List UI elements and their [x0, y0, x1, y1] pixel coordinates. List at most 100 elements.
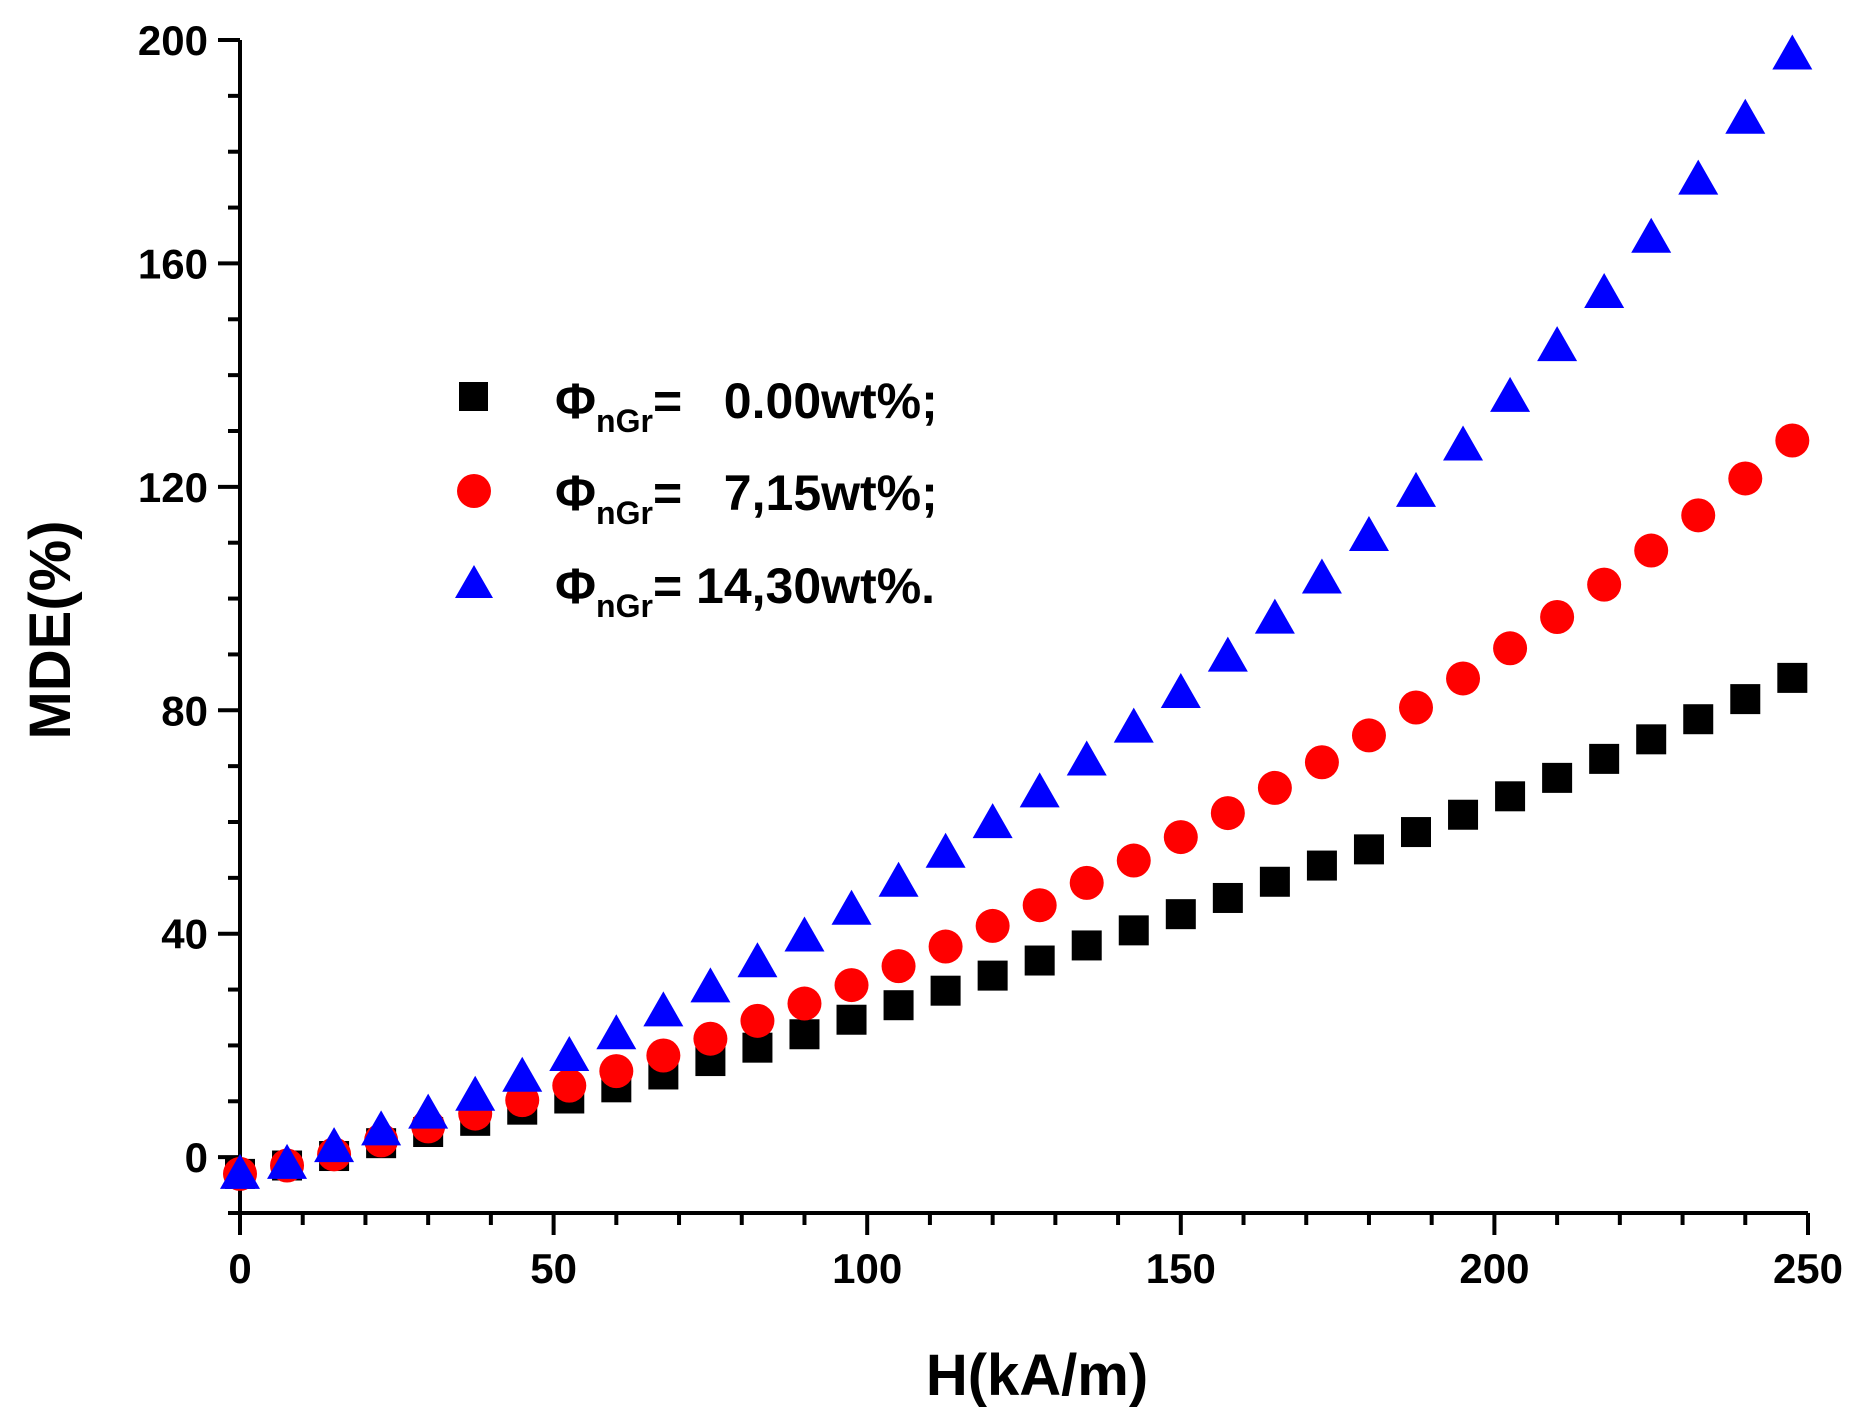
series-0	[225, 662, 1808, 1189]
data-point-square	[1401, 817, 1431, 848]
x-tick-label: 100	[832, 1245, 902, 1292]
data-point-triangle	[596, 1014, 637, 1050]
data-point-square	[883, 990, 914, 1021]
x-axis-ticks: 0 50 100 150 200 250	[228, 1213, 1843, 1292]
data-point-triangle	[1207, 636, 1248, 672]
data-point-square	[1306, 850, 1337, 881]
data-point-circle	[740, 1003, 775, 1038]
data-point-circle	[881, 949, 916, 984]
y-tick-label: 200	[138, 17, 208, 64]
legend-label-0: ΦnGr= 0.00wt%;	[555, 373, 938, 439]
legend-value-2: = 14,30wt%.	[653, 558, 935, 614]
data-point-circle	[599, 1054, 634, 1089]
x-tick-label: 250	[1773, 1245, 1843, 1292]
data-point-circle	[1540, 600, 1575, 635]
data-point-square	[1118, 915, 1149, 946]
data-point-square	[1212, 882, 1243, 913]
legend-marker-circle	[457, 474, 491, 508]
data-point-circle	[1775, 423, 1810, 458]
x-tick-label: 50	[530, 1245, 577, 1292]
data-point-triangle	[1678, 159, 1719, 195]
legend-entry-1: ΦnGr= 7,15wt%;	[457, 465, 938, 531]
data-point-triangle	[1301, 558, 1342, 594]
data-point-square	[836, 1004, 867, 1035]
data-point-circle	[693, 1021, 728, 1056]
data-point-triangle	[1631, 217, 1672, 253]
y-axis-ticks: 0 40 80 120 160 200	[138, 17, 240, 1215]
data-point-square	[1024, 945, 1055, 976]
data-point-circle	[1493, 631, 1528, 666]
data-point-triangle	[1584, 273, 1625, 309]
legend-marker-triangle	[455, 565, 493, 598]
data-point-triangle	[314, 1127, 355, 1163]
y-tick-label: 40	[161, 911, 208, 958]
data-point-circle	[1446, 661, 1481, 696]
data-point-square	[1448, 799, 1479, 830]
data-point-square	[977, 960, 1008, 991]
data-point-circle	[1399, 690, 1433, 725]
data-point-circle	[1022, 888, 1057, 923]
data-point-circle	[1587, 567, 1622, 602]
legend-label-2: ΦnGr= 14,30wt%.	[555, 558, 935, 624]
y-tick-label: 160	[138, 240, 208, 287]
data-point-triangle	[1254, 598, 1295, 634]
data-point-triangle	[1443, 425, 1484, 461]
data-point-triangle	[1725, 98, 1766, 134]
data-point-triangle	[549, 1036, 590, 1072]
legend-marker-square	[459, 382, 488, 411]
data-point-square	[1730, 684, 1761, 715]
data-point-circle	[1681, 498, 1716, 533]
legend-label-1: ΦnGr= 7,15wt%;	[555, 465, 938, 531]
data-point-square	[1542, 762, 1573, 793]
series-1	[223, 423, 1810, 1191]
data-point-circle	[834, 968, 869, 1003]
axes	[238, 40, 1808, 1215]
data-point-square	[1636, 724, 1667, 755]
legend-entry-2: ΦnGr= 14,30wt%.	[455, 558, 935, 624]
data-point-triangle	[972, 803, 1013, 839]
x-tick-label: 150	[1146, 1245, 1216, 1292]
legend-value-0: = 0.00wt%;	[653, 373, 938, 429]
data-point-triangle	[1537, 326, 1578, 362]
data-point-square	[1777, 662, 1808, 693]
data-point-square	[1495, 781, 1526, 812]
data-point-triangle	[878, 861, 919, 897]
data-markers	[220, 34, 1813, 1191]
data-point-triangle	[643, 991, 684, 1027]
data-point-circle	[1163, 820, 1198, 855]
legend-sub-2: nGr	[596, 588, 653, 624]
data-point-circle	[1728, 461, 1763, 496]
data-point-triangle	[220, 1153, 260, 1189]
data-point-circle	[1069, 865, 1104, 900]
y-tick-label: 80	[161, 687, 208, 734]
data-point-circle	[1634, 533, 1669, 568]
legend-sub-1: nGr	[596, 495, 653, 531]
data-point-circle	[787, 986, 822, 1021]
data-point-circle	[928, 929, 963, 964]
data-point-square	[1259, 866, 1290, 897]
data-point-circle	[1351, 718, 1386, 753]
data-point-square	[789, 1019, 820, 1050]
data-point-triangle	[267, 1143, 308, 1179]
legend-phi-0: Φ	[555, 373, 596, 429]
data-point-square	[930, 975, 961, 1006]
y-axis-title: MDE(%)	[18, 520, 83, 739]
data-point-triangle	[1160, 672, 1201, 708]
y-tick-label: 120	[138, 464, 208, 511]
data-point-square	[1353, 834, 1384, 865]
data-point-triangle	[784, 916, 825, 952]
legend-phi-1: Φ	[555, 465, 596, 521]
x-tick-label: 0	[228, 1245, 251, 1292]
data-point-triangle	[361, 1110, 402, 1146]
legend: ΦnGr= 0.00wt%; ΦnGr= 7,15wt%; ΦnGr= 14,3…	[455, 373, 938, 624]
data-point-triangle	[1772, 34, 1813, 70]
data-point-triangle	[408, 1093, 449, 1129]
data-point-triangle	[1396, 471, 1436, 507]
data-point-square	[1683, 704, 1714, 735]
data-point-circle	[1257, 770, 1292, 805]
data-point-triangle	[1019, 772, 1060, 808]
legend-sub-0: nGr	[596, 403, 653, 439]
data-point-triangle	[737, 942, 778, 978]
data-point-circle	[646, 1038, 681, 1073]
